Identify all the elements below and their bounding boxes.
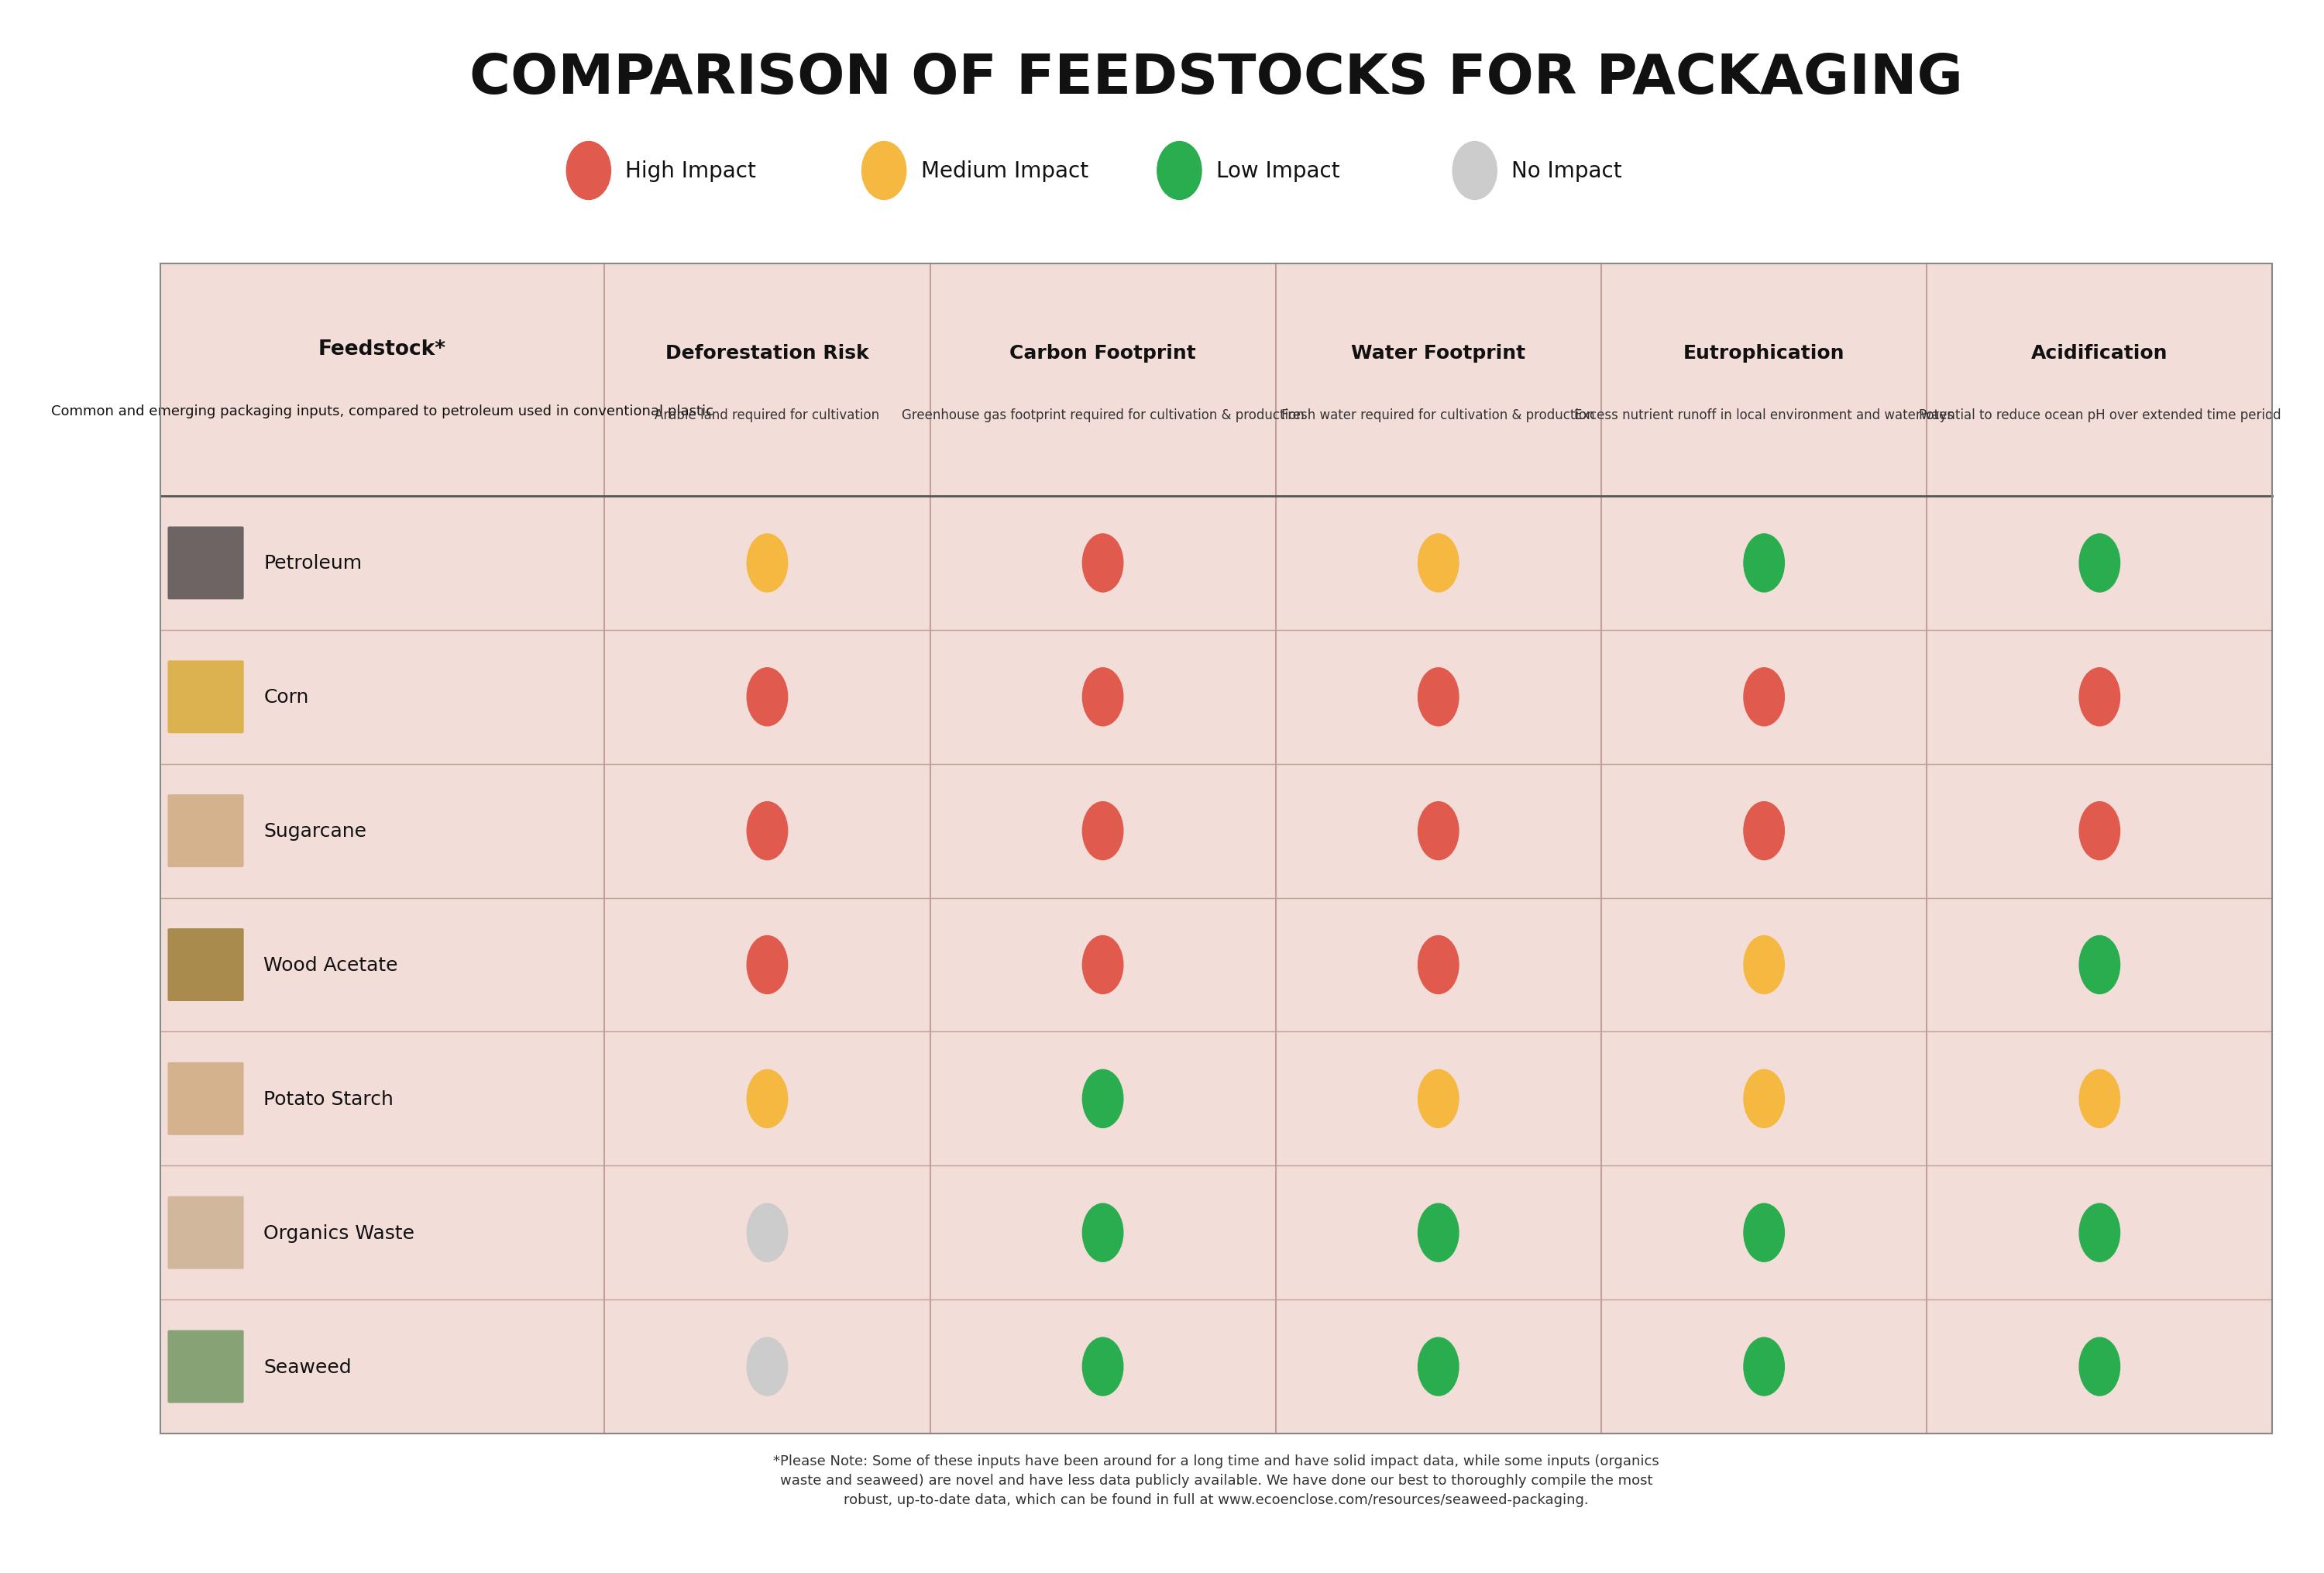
Ellipse shape — [1083, 1337, 1122, 1395]
Ellipse shape — [1418, 936, 1459, 994]
Ellipse shape — [746, 1203, 788, 1262]
Ellipse shape — [1743, 1203, 1785, 1262]
Ellipse shape — [2080, 535, 2119, 593]
Text: Seaweed: Seaweed — [263, 1357, 351, 1376]
Ellipse shape — [1452, 142, 1497, 200]
Text: Potato Starch: Potato Starch — [263, 1090, 393, 1109]
Text: Fresh water required for cultivation & production: Fresh water required for cultivation & p… — [1281, 407, 1594, 422]
Text: Medium Impact: Medium Impact — [920, 160, 1088, 182]
Ellipse shape — [746, 669, 788, 727]
Ellipse shape — [746, 1070, 788, 1128]
FancyBboxPatch shape — [167, 661, 244, 733]
Ellipse shape — [1418, 535, 1459, 593]
Ellipse shape — [1083, 936, 1122, 994]
Text: Corn: Corn — [263, 687, 309, 706]
Ellipse shape — [1743, 1070, 1785, 1128]
FancyBboxPatch shape — [167, 1197, 244, 1269]
Ellipse shape — [2080, 1070, 2119, 1128]
Ellipse shape — [1743, 1337, 1785, 1395]
Ellipse shape — [1743, 802, 1785, 860]
Text: Low Impact: Low Impact — [1215, 160, 1341, 182]
Ellipse shape — [2080, 1203, 2119, 1262]
Ellipse shape — [1743, 936, 1785, 994]
Ellipse shape — [1418, 1203, 1459, 1262]
Ellipse shape — [2080, 936, 2119, 994]
Text: Deforestation Risk: Deforestation Risk — [665, 344, 869, 362]
Ellipse shape — [746, 1337, 788, 1395]
Text: Potential to reduce ocean pH over extended time period: Potential to reduce ocean pH over extend… — [1920, 407, 2280, 422]
Text: COMPARISON OF FEEDSTOCKS FOR PACKAGING: COMPARISON OF FEEDSTOCKS FOR PACKAGING — [469, 52, 1964, 105]
Text: Excess nutrient runoff in local environment and waterways: Excess nutrient runoff in local environm… — [1573, 407, 1954, 422]
Ellipse shape — [746, 802, 788, 860]
Ellipse shape — [2080, 669, 2119, 727]
FancyBboxPatch shape — [160, 264, 2273, 1433]
Text: High Impact: High Impact — [625, 160, 755, 182]
Ellipse shape — [2080, 802, 2119, 860]
Ellipse shape — [567, 142, 611, 200]
Ellipse shape — [1083, 1070, 1122, 1128]
FancyBboxPatch shape — [167, 1062, 244, 1136]
Ellipse shape — [862, 142, 906, 200]
Text: Arable land required for cultivation: Arable land required for cultivation — [655, 407, 881, 422]
Ellipse shape — [1418, 669, 1459, 727]
FancyBboxPatch shape — [167, 928, 244, 1002]
Ellipse shape — [1418, 802, 1459, 860]
Ellipse shape — [1157, 142, 1202, 200]
FancyBboxPatch shape — [167, 1331, 244, 1403]
Ellipse shape — [746, 936, 788, 994]
Text: Greenhouse gas footprint required for cultivation & production: Greenhouse gas footprint required for cu… — [902, 407, 1304, 422]
Ellipse shape — [2080, 1337, 2119, 1395]
Text: Feedstock*: Feedstock* — [318, 340, 446, 359]
Ellipse shape — [1083, 802, 1122, 860]
Text: Water Footprint: Water Footprint — [1350, 344, 1525, 362]
Ellipse shape — [1083, 535, 1122, 593]
Text: Wood Acetate: Wood Acetate — [263, 956, 397, 974]
Ellipse shape — [1418, 1070, 1459, 1128]
Ellipse shape — [1743, 535, 1785, 593]
FancyBboxPatch shape — [167, 527, 244, 599]
Ellipse shape — [1083, 1203, 1122, 1262]
Ellipse shape — [746, 535, 788, 593]
Text: Eutrophication: Eutrophication — [1683, 344, 1845, 362]
Text: Organics Waste: Organics Waste — [263, 1224, 414, 1243]
Text: Petroleum: Petroleum — [263, 554, 363, 573]
Text: No Impact: No Impact — [1511, 160, 1622, 182]
Text: Common and emerging packaging inputs, compared to petroleum used in conventional: Common and emerging packaging inputs, co… — [51, 404, 713, 418]
Text: Acidification: Acidification — [2031, 344, 2168, 362]
Bar — [160, 264, 2273, 1433]
Ellipse shape — [1743, 669, 1785, 727]
FancyBboxPatch shape — [167, 794, 244, 868]
Text: *Please Note: Some of these inputs have been around for a long time and have sol: *Please Note: Some of these inputs have … — [774, 1453, 1659, 1507]
Text: Sugarcane: Sugarcane — [263, 821, 367, 840]
Ellipse shape — [1083, 669, 1122, 727]
Text: Carbon Footprint: Carbon Footprint — [1009, 344, 1197, 362]
Ellipse shape — [1418, 1337, 1459, 1395]
